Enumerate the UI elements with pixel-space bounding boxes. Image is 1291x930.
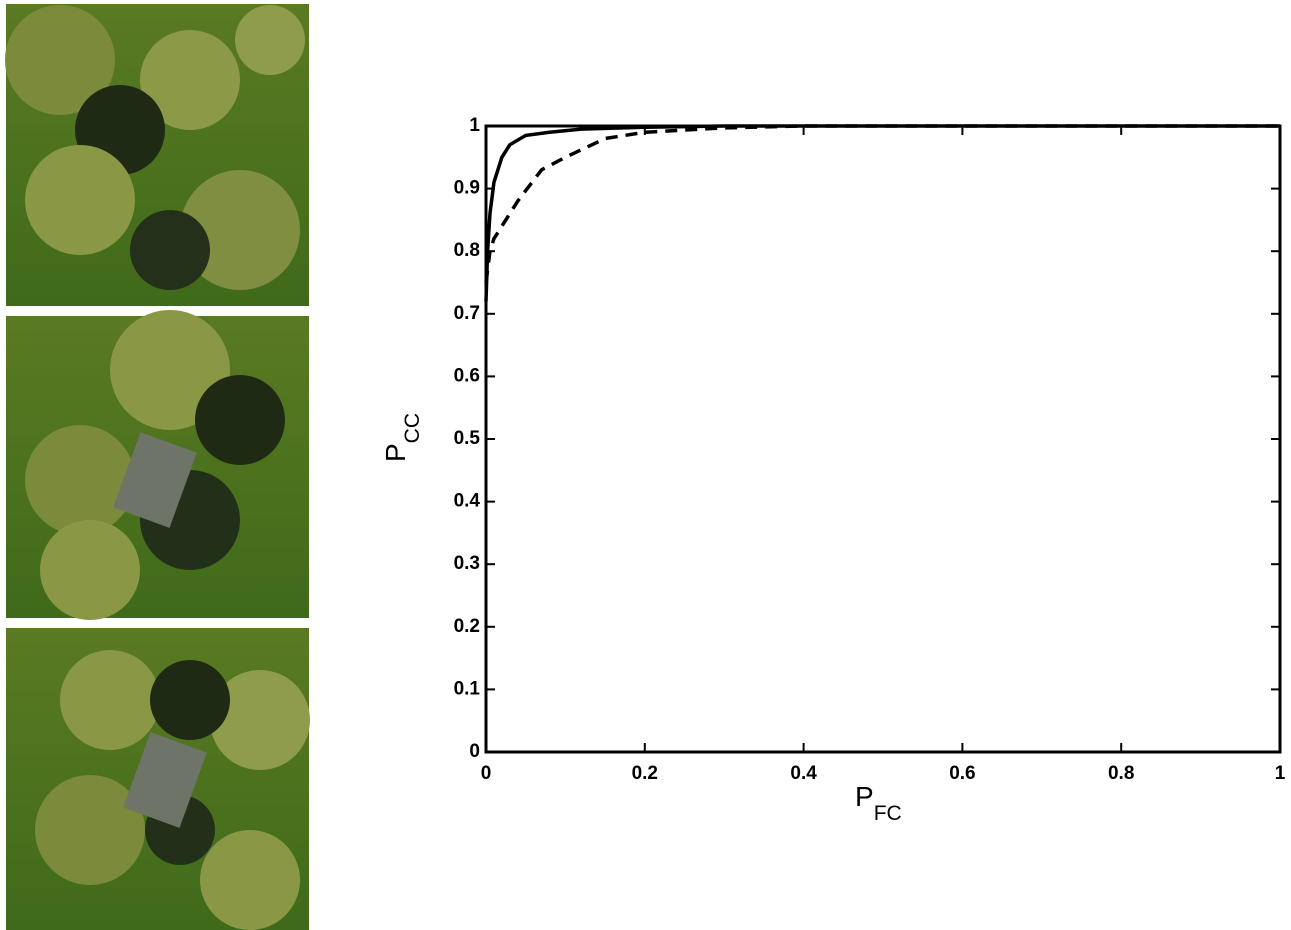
y-tick-label: 0.5: [454, 428, 481, 449]
y-tick-label: 0.9: [454, 178, 480, 199]
x-tick-label: 0.6: [949, 763, 975, 784]
y-tick-label: 0.6: [454, 365, 480, 386]
x-tick-label: 0.2: [632, 763, 658, 784]
line-series: [484, 124, 1280, 302]
x-tick-label: 0.4: [790, 763, 817, 784]
image-tile: [5, 4, 309, 306]
y-tick-label: 0.3: [454, 553, 480, 574]
image-tile: [6, 628, 310, 930]
x-axis-label-main: P: [855, 781, 874, 812]
y-tick-label: 0.4: [454, 491, 481, 512]
y-tick-label: 0.7: [454, 303, 480, 324]
x-axis-label-sub: FC: [874, 802, 902, 825]
image-tile: [6, 310, 309, 620]
y-tick-label: 1: [469, 115, 480, 136]
x-tick-label: 0.8: [1108, 763, 1134, 784]
plot-frame: [484, 124, 1282, 754]
x-axis-label: PFC: [855, 781, 902, 825]
x-tick-label: 0: [481, 763, 492, 784]
y-axis-label-sub: CC: [401, 413, 424, 443]
y-tick-label: 0.8: [454, 240, 480, 261]
image-tiles: [5, 4, 310, 930]
y-tick-label: 0.2: [454, 616, 480, 637]
y-tick-label: 0: [469, 741, 480, 762]
y-tick-label: 0.1: [454, 678, 481, 699]
x-tick-label: 1: [1275, 763, 1286, 784]
y-axis-label-main: P: [380, 443, 411, 462]
y-axis-label: PCC: [380, 413, 424, 462]
line-series: [484, 124, 1280, 283]
